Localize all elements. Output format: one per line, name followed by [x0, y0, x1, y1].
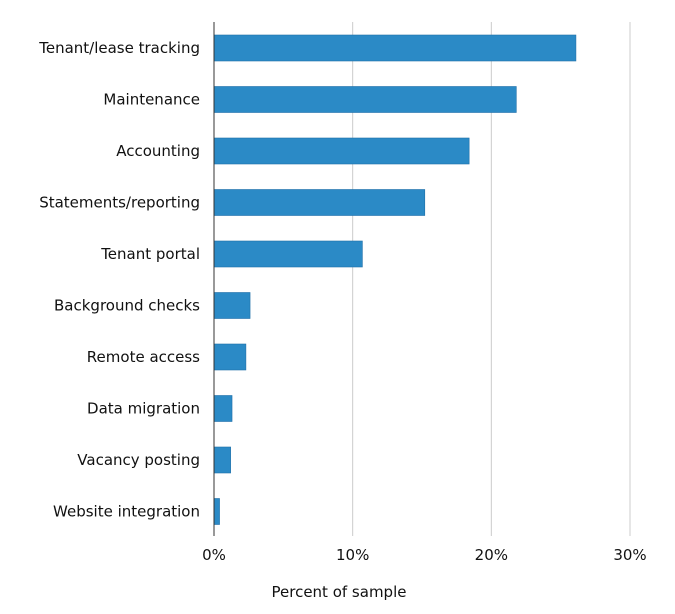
bar-background-checks	[213, 292, 251, 319]
bars	[213, 34, 577, 525]
bar-data-migration	[213, 395, 233, 422]
x-tick-labels: 0% 10% 20% 30%	[202, 546, 647, 564]
category-labels: Tenant/lease tracking Maintenance Accounti…	[38, 39, 200, 521]
category-label: Data migration	[87, 400, 200, 418]
bar-vacancy-posting	[213, 446, 231, 474]
category-label: Website integration	[53, 503, 200, 521]
bar-tenant-portal	[213, 240, 363, 268]
category-label: Accounting	[116, 142, 200, 160]
category-label: Background checks	[54, 297, 200, 315]
bar-maintenance	[213, 86, 517, 113]
category-label: Vacancy posting	[77, 451, 200, 469]
x-axis-title: Percent of sample	[272, 583, 407, 601]
x-tick-label: 30%	[613, 546, 646, 564]
category-label: Tenant/lease tracking	[38, 39, 200, 57]
category-label: Maintenance	[103, 91, 200, 109]
bar-remote-access	[213, 343, 247, 371]
category-label: Tenant portal	[100, 245, 200, 263]
bar-website-integration	[213, 498, 220, 525]
x-tick-label: 10%	[336, 546, 369, 564]
category-label: Statements/reporting	[39, 194, 200, 212]
bar-statements-reporting	[213, 189, 426, 216]
x-tick-label: 20%	[475, 546, 508, 564]
category-label: Remote access	[87, 348, 200, 366]
bar-tenant-lease-tracking	[213, 34, 577, 62]
x-tick-label: 0%	[202, 546, 226, 564]
bar-accounting	[213, 137, 470, 165]
